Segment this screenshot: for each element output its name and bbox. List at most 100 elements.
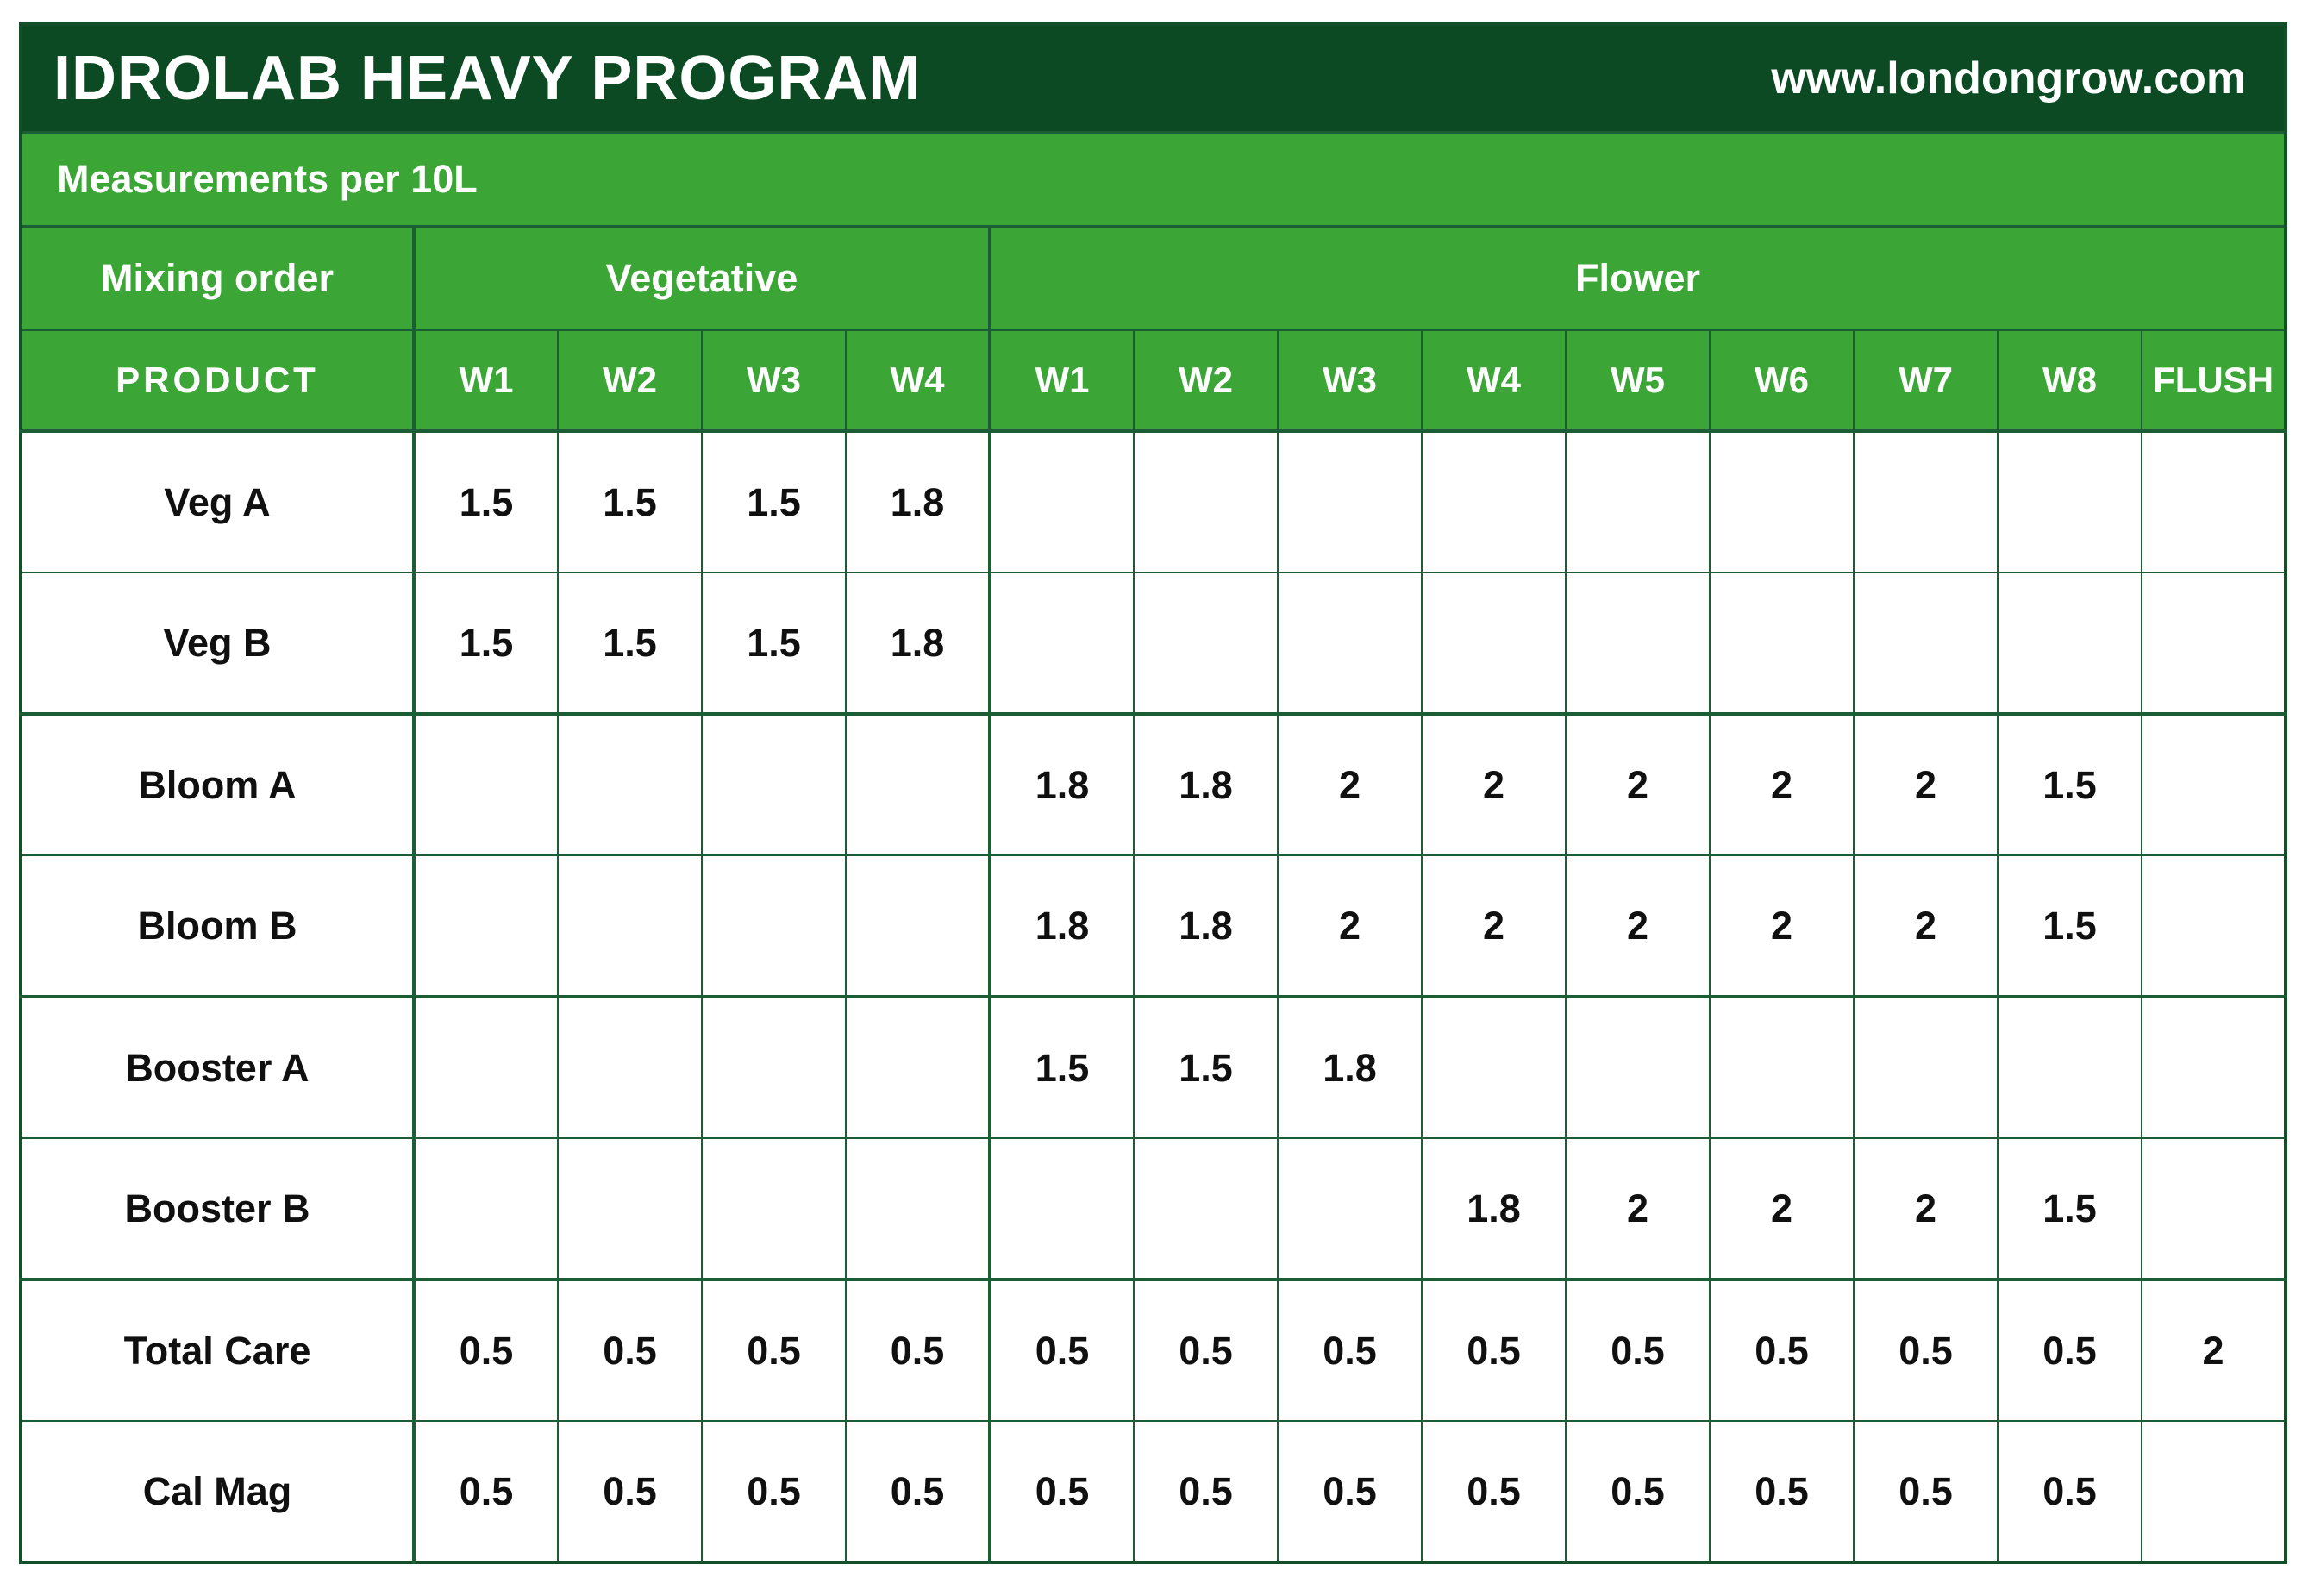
veg-value-cell [557, 1137, 703, 1281]
flush-value-cell [2140, 430, 2287, 573]
veg-value-cell: 1.5 [701, 572, 847, 716]
product-name-cell: Bloom A [20, 713, 415, 856]
flower-value-cell [1565, 572, 1711, 716]
flower-week-header: W3 [1277, 329, 1423, 433]
veg-value-cell: 0.5 [557, 1420, 703, 1563]
flower-value-cell: 2 [1853, 713, 1999, 856]
mixing-order-header: Mixing order [20, 225, 415, 331]
product-row: Booster B 1.8 2 2 2 1.5 [20, 1137, 2287, 1281]
week-header-row: PRODUCT W1 W2 W3 W4 W1 W2 W3 W4 W5 W6 W7 W8 FLUSH [20, 329, 2287, 433]
veg-value-cell [557, 713, 703, 856]
flower-week-header: W6 [1709, 329, 1855, 433]
flower-value-cell: 0.5 [1853, 1279, 1999, 1422]
flower-value-cell: 1.5 [988, 996, 1135, 1139]
veg-value-cell: 0.5 [845, 1279, 991, 1422]
flower-value-cell: 2 [1277, 854, 1423, 998]
product-row: Booster A 1.5 1.5 1.8 [20, 996, 2287, 1139]
flower-value-cell: 0.5 [1709, 1420, 1855, 1563]
stage-header-row: Mixing order Vegetative Flower [20, 225, 2287, 331]
flower-value-cell: 0.5 [988, 1279, 1135, 1422]
flower-value-cell: 0.5 [1565, 1279, 1711, 1422]
flush-value-cell [2140, 1137, 2287, 1281]
veg-value-cell: 1.5 [557, 430, 703, 573]
flower-value-cell [1133, 1137, 1279, 1281]
flower-value-cell [1709, 430, 1855, 573]
flower-week-header: W5 [1565, 329, 1711, 433]
veg-week-header: W2 [557, 329, 703, 433]
flower-value-cell: 2 [1709, 1137, 1855, 1281]
flower-value-cell: 1.5 [1997, 854, 2142, 998]
flower-value-cell: 0.5 [1421, 1420, 1567, 1563]
product-name-cell: Total Care [20, 1279, 415, 1422]
flower-value-cell [1997, 572, 2142, 716]
product-name-cell: Veg B [20, 572, 415, 716]
veg-value-cell: 1.5 [412, 572, 559, 716]
flower-header: Flower [987, 225, 2287, 331]
flower-value-cell: 0.5 [1133, 1420, 1279, 1563]
veg-value-cell [845, 996, 991, 1139]
flower-value-cell [1277, 430, 1423, 573]
flower-week-header: W7 [1853, 329, 1999, 433]
flush-value-cell [2140, 996, 2287, 1139]
veg-value-cell: 0.5 [412, 1420, 559, 1563]
flower-value-cell [988, 1137, 1135, 1281]
flower-value-cell: 2 [1853, 1137, 1999, 1281]
flower-value-cell [1997, 996, 2142, 1139]
flush-header: FLUSH [2140, 329, 2287, 433]
flower-value-cell: 1.8 [1421, 1137, 1567, 1281]
flower-value-cell [1853, 996, 1999, 1139]
veg-value-cell [845, 854, 991, 998]
flower-value-cell: 2 [1853, 854, 1999, 998]
table-body: Veg A 1.5 1.5 1.5 1.8 Veg B 1.5 1.5 1.5 1.8 Bloom … [20, 430, 2287, 1563]
flower-value-cell [1133, 430, 1279, 573]
flower-value-cell: 1.8 [988, 713, 1135, 856]
feed-chart-table: IDROLAB HEAVY PROGRAM www.londongrow.com… [19, 22, 2288, 1564]
veg-value-cell: 0.5 [701, 1279, 847, 1422]
product-name-cell: Veg A [20, 430, 415, 573]
flower-week-header: W8 [1997, 329, 2142, 433]
veg-value-cell: 1.8 [845, 430, 991, 573]
flower-value-cell [1565, 430, 1711, 573]
flower-value-cell: 0.5 [1277, 1279, 1423, 1422]
flower-value-cell: 1.8 [1133, 713, 1279, 856]
flower-value-cell [1421, 572, 1567, 716]
flower-value-cell [1421, 430, 1567, 573]
flower-value-cell: 1.8 [988, 854, 1135, 998]
veg-value-cell: 0.5 [412, 1279, 559, 1422]
product-row: Cal Mag 0.5 0.5 0.5 0.5 0.5 0.5 0.5 0.5 0.5 0.5 0.5… [20, 1420, 2287, 1563]
veg-value-cell [412, 713, 559, 856]
product-name-cell: Cal Mag [20, 1420, 415, 1563]
flower-value-cell: 2 [1421, 713, 1567, 856]
flower-value-cell: 0.5 [988, 1420, 1135, 1563]
veg-value-cell: 1.5 [412, 430, 559, 573]
flower-value-cell [1709, 996, 1855, 1139]
flower-value-cell: 2 [1565, 1137, 1711, 1281]
product-row: Total Care 0.5 0.5 0.5 0.5 0.5 0.5 0.5 0.5 0.5 0.5… [20, 1279, 2287, 1422]
veg-value-cell [412, 996, 559, 1139]
veg-value-cell [412, 1137, 559, 1281]
flower-value-cell: 2 [1565, 713, 1711, 856]
website-url: www.londongrow.com [1771, 53, 2247, 103]
flower-week-header: W1 [988, 329, 1135, 433]
product-name-cell: Booster A [20, 996, 415, 1139]
title-bar-content: IDROLAB HEAVY PROGRAM www.londongrow.com [22, 43, 2284, 114]
measurements-label: Measurements per 10L [19, 131, 2287, 228]
veg-value-cell: 0.5 [845, 1420, 991, 1563]
veg-value-cell [701, 854, 847, 998]
flower-value-cell: 2 [1421, 854, 1567, 998]
flower-value-cell: 2 [1709, 854, 1855, 998]
flower-value-cell: 2 [1565, 854, 1711, 998]
flower-value-cell [1565, 996, 1711, 1139]
flush-value-cell [2140, 854, 2287, 998]
title-row: IDROLAB HEAVY PROGRAM www.londongrow.com [19, 23, 2287, 134]
product-row: Veg B 1.5 1.5 1.5 1.8 [20, 572, 2287, 716]
veg-value-cell [701, 713, 847, 856]
page-title: IDROLAB HEAVY PROGRAM [53, 44, 922, 113]
product-name-cell: Booster B [20, 1137, 415, 1281]
flower-value-cell: 1.5 [1997, 1137, 2142, 1281]
flower-week-header: W2 [1133, 329, 1279, 433]
flower-value-cell: 0.5 [1709, 1279, 1855, 1422]
flower-value-cell: 0.5 [1421, 1279, 1567, 1422]
product-row: Bloom B 1.8 1.8 2 2 2 2 2 1.5 [20, 854, 2287, 998]
flower-value-cell [1277, 572, 1423, 716]
